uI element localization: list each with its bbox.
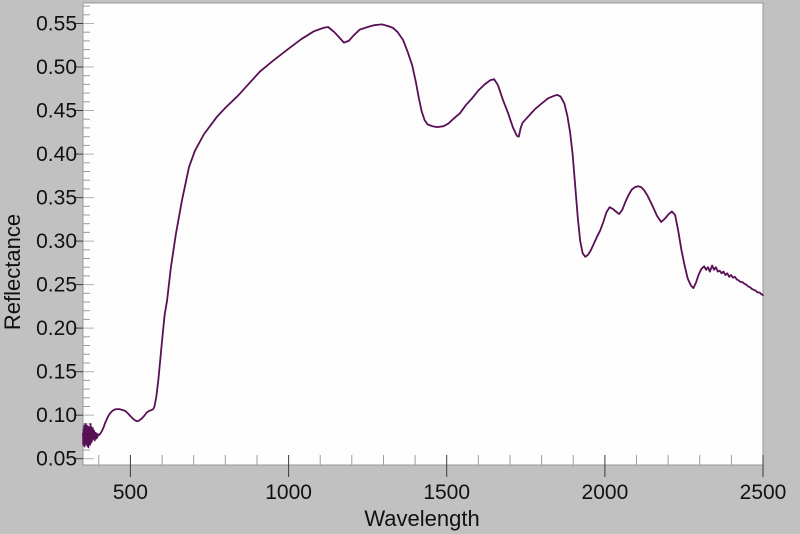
y-tick-label: 0.50 <box>36 56 77 79</box>
x-tick-label: 1500 <box>423 481 470 504</box>
x-tick-label: 2000 <box>582 481 629 504</box>
x-axis-title: Wavelength <box>364 506 479 531</box>
y-tick-label: 0.40 <box>36 143 77 166</box>
spectrum-line <box>82 23 764 449</box>
y-tick-label: 0.05 <box>36 448 77 471</box>
y-tick-label: 0.25 <box>36 274 77 297</box>
x-tick-label: 500 <box>113 481 148 504</box>
x-tick-label: 2500 <box>740 481 787 504</box>
y-tick-label: 0.55 <box>36 13 77 36</box>
y-tick-label: 0.15 <box>36 361 77 384</box>
y-tick-label: 0.20 <box>36 317 77 340</box>
x-tick-label: 1000 <box>265 481 312 504</box>
y-tick-label: 0.30 <box>36 230 77 253</box>
plot-area <box>82 2 764 466</box>
y-axis-title: Reflectance <box>0 214 25 330</box>
y-tick-label: 0.35 <box>36 187 77 210</box>
y-tick-label: 0.45 <box>36 100 77 123</box>
y-tick-label: 0.10 <box>36 404 77 427</box>
